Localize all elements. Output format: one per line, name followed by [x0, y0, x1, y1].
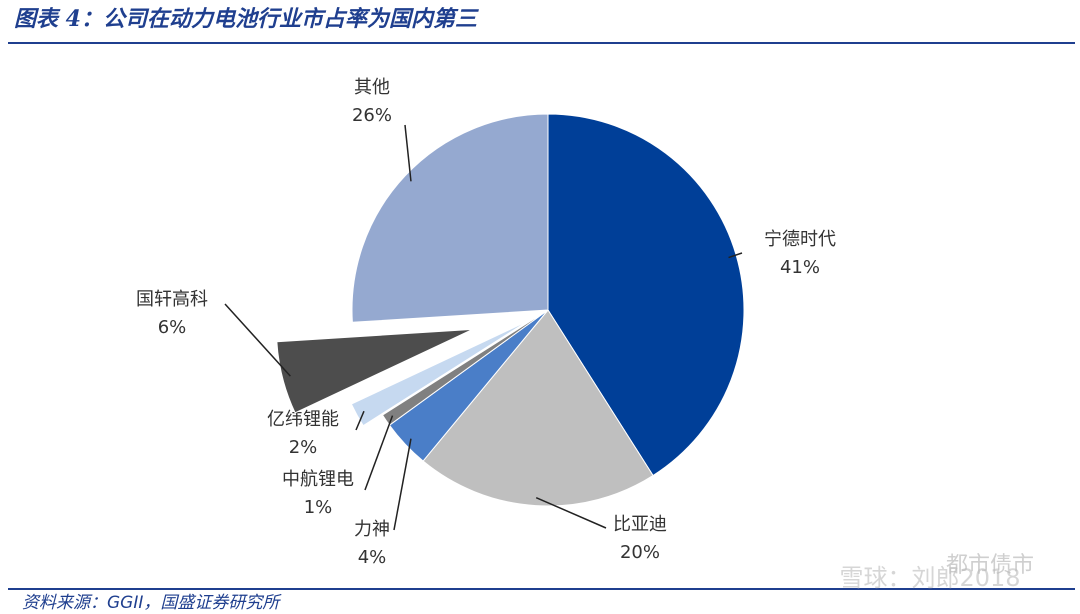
- slice-label: 国轩高科: [136, 289, 208, 310]
- value-label: 26%: [352, 105, 392, 126]
- watermark: 都市债市: [946, 553, 1034, 578]
- source-note: 资料来源：GGII，国盛证券研究所: [22, 593, 282, 613]
- value-label: 2%: [289, 437, 318, 458]
- slice-label: 力神: [354, 519, 390, 540]
- leader-line: [364, 415, 394, 491]
- slice-label: 亿纬锂能: [267, 409, 339, 430]
- watermark: 雪球：刘郎2018: [839, 564, 1020, 592]
- value-label: 6%: [158, 317, 187, 338]
- leader-line: [355, 410, 365, 431]
- pie-slice: [276, 328, 473, 414]
- pie-slice: [350, 320, 529, 427]
- leader-line: [535, 496, 607, 529]
- slice-label: 其他: [354, 77, 390, 98]
- chart-title: 图表 4：公司在动力电池行业市占率为国内第三: [14, 6, 479, 32]
- value-label: 41%: [780, 257, 820, 278]
- pie-slice: [351, 113, 549, 323]
- leader-line: [404, 124, 412, 182]
- slice-label: 中航锂电: [282, 469, 354, 490]
- value-label: 4%: [358, 547, 387, 568]
- value-label: 20%: [620, 542, 660, 563]
- pie-slice: [422, 309, 654, 507]
- value-label: 1%: [304, 497, 333, 518]
- slice-label: 比亚迪: [613, 514, 667, 535]
- leader-line: [393, 438, 412, 531]
- leader-line: [224, 303, 291, 377]
- leader-line: [728, 252, 743, 259]
- slice-label: 宁德时代: [764, 229, 836, 250]
